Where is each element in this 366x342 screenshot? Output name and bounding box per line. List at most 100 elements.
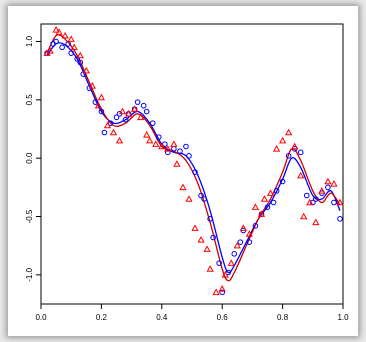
y-tick-label: -0.5 <box>25 209 34 223</box>
data-point-circle <box>155 134 162 140</box>
data-point-triangle <box>52 26 60 33</box>
data-point-triangle <box>227 259 235 266</box>
data-point-circle <box>285 153 292 159</box>
data-point-triangle <box>158 142 166 150</box>
data-point-circle <box>219 289 225 296</box>
data-point-circle <box>77 59 84 66</box>
data-point-circle <box>74 56 81 62</box>
data-point-triangle <box>146 136 154 144</box>
data-point-circle <box>303 192 310 199</box>
data-point-circle <box>270 199 277 206</box>
data-point-triangle <box>103 121 112 129</box>
plot-frame <box>40 23 344 305</box>
data-point-circle <box>325 184 331 191</box>
data-point-circle <box>165 149 171 156</box>
data-point-circle <box>59 44 65 51</box>
data-point-triangle <box>173 160 181 167</box>
data-point-circle <box>134 99 141 105</box>
data-point-circle <box>122 116 129 123</box>
y-tick-label: -1.0 <box>25 267 34 281</box>
x-tick-label: 1.0 <box>337 313 349 322</box>
data-point-triangle <box>61 31 69 39</box>
data-point-triangle <box>291 142 299 150</box>
data-point-triangle <box>300 212 308 220</box>
data-point-circle <box>216 260 222 266</box>
data-point-triangle <box>221 271 229 278</box>
data-point-triangle <box>297 171 305 179</box>
data-point-triangle <box>152 140 160 147</box>
data-point-triangle <box>179 183 187 191</box>
data-point-triangle <box>233 241 241 249</box>
data-point-circle <box>210 234 216 241</box>
data-point-triangle <box>245 230 254 237</box>
data-point-triangle <box>55 28 63 35</box>
data-point-circle <box>68 50 75 56</box>
data-point-circle <box>149 120 156 126</box>
x-tick-label: 0.4 <box>156 313 168 322</box>
data-point-triangle <box>318 187 326 194</box>
data-point-triangle <box>272 145 281 152</box>
data-point-circle <box>140 102 147 109</box>
data-point-circle <box>297 149 304 156</box>
data-point-triangle <box>115 136 124 144</box>
data-point-circle <box>198 192 204 199</box>
data-point-triangle <box>212 288 220 296</box>
data-point-circle <box>143 108 150 115</box>
data-point-triangle <box>239 224 247 231</box>
data-point-circle <box>101 129 108 136</box>
data-point-triangle <box>97 93 106 101</box>
fit-curve-2 <box>46 34 341 282</box>
data-point-circle <box>231 251 238 257</box>
data-point-circle <box>246 239 253 245</box>
data-point-circle <box>331 199 337 206</box>
data-point-triangle <box>70 43 78 51</box>
data-point-triangle <box>203 245 211 252</box>
data-point-circle <box>313 196 319 202</box>
data-point-triangle <box>336 198 344 206</box>
data-point-triangle <box>94 101 103 109</box>
data-point-triangle <box>260 195 269 202</box>
data-point-triangle <box>284 128 293 136</box>
data-point-circle <box>201 196 207 202</box>
data-point-triangle <box>170 140 178 147</box>
data-point-circle <box>252 223 259 229</box>
data-point-circle <box>183 143 189 150</box>
fit-curve-1 <box>46 42 341 274</box>
data-point-triangle <box>164 145 172 152</box>
data-point-triangle <box>257 210 266 217</box>
data-point-triangle <box>137 113 145 121</box>
data-point-circle <box>279 178 286 185</box>
data-point-triangle <box>191 224 199 231</box>
data-point-triangle <box>118 107 127 115</box>
data-point-triangle <box>76 51 84 59</box>
data-point-triangle <box>143 131 151 138</box>
data-point-circle <box>177 148 183 154</box>
data-point-triangle <box>218 285 226 292</box>
data-point-circle <box>92 99 99 105</box>
data-point-circle <box>98 108 105 115</box>
data-point-triangle <box>124 110 133 117</box>
data-point-circle <box>113 114 120 121</box>
data-point-triangle <box>312 218 320 226</box>
x-tick-label: 0.8 <box>277 313 289 322</box>
data-point-triangle <box>197 236 205 243</box>
data-point-circle <box>207 216 213 222</box>
data-point-triangle <box>67 35 75 42</box>
data-point-triangle <box>46 47 54 54</box>
data-point-triangle <box>109 128 118 136</box>
x-tick-label: 0.6 <box>217 313 229 322</box>
data-point-circle <box>80 71 87 77</box>
data-point-triangle <box>251 203 260 210</box>
data-point-triangle <box>88 82 96 89</box>
y-tick-label: 0.0 <box>25 152 34 164</box>
data-point-triangle <box>306 198 314 206</box>
y-tick-label: 1.0 <box>25 35 34 47</box>
chart-panel: 0.0 0.2 0.4 0.6 0.8 1.0 -1.0 -0.5 0.0 0.5 1.0 <box>8 6 358 336</box>
data-point-triangle <box>278 136 287 144</box>
data-point-circle <box>192 169 198 175</box>
data-point-triangle <box>82 66 90 74</box>
data-point-triangle <box>206 265 214 272</box>
y-tick-label: 0.5 <box>25 94 34 106</box>
x-tick-label: 0.0 <box>35 313 47 322</box>
data-point-circle <box>186 153 192 159</box>
